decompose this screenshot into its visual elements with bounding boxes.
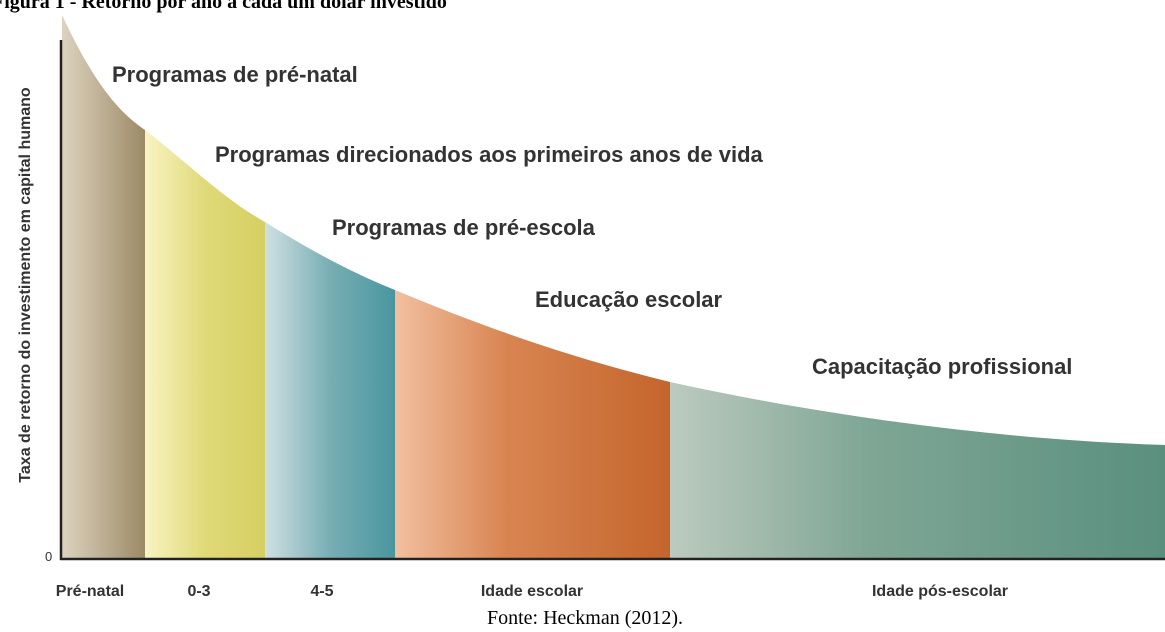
program-label: Capacitação profissional xyxy=(812,354,1072,379)
phase-label: 4-5 xyxy=(310,583,333,600)
program-label: Programas direcionados aos primeiros ano… xyxy=(215,142,764,167)
phase-label: Idade escolar xyxy=(481,583,583,600)
phase-label: 0-3 xyxy=(187,583,210,600)
phase-label: Pré-natal xyxy=(56,583,124,600)
program-label: Programas de pré-natal xyxy=(112,62,358,87)
program-label: Educação escolar xyxy=(535,287,723,312)
stage-band xyxy=(670,15,1165,558)
origin-label: 0 xyxy=(45,549,52,564)
source-note: Fonte: Heckman (2012). xyxy=(487,607,683,629)
figure-title: Figura 1 - Retorno por ano a cada um dól… xyxy=(0,0,447,13)
y-axis-label: Taxa de retorno do investimento em capit… xyxy=(17,87,34,483)
stage-band xyxy=(395,15,670,558)
program-label: Programas de pré-escola xyxy=(332,215,596,240)
phase-label: Idade pós-escolar xyxy=(872,583,1008,600)
